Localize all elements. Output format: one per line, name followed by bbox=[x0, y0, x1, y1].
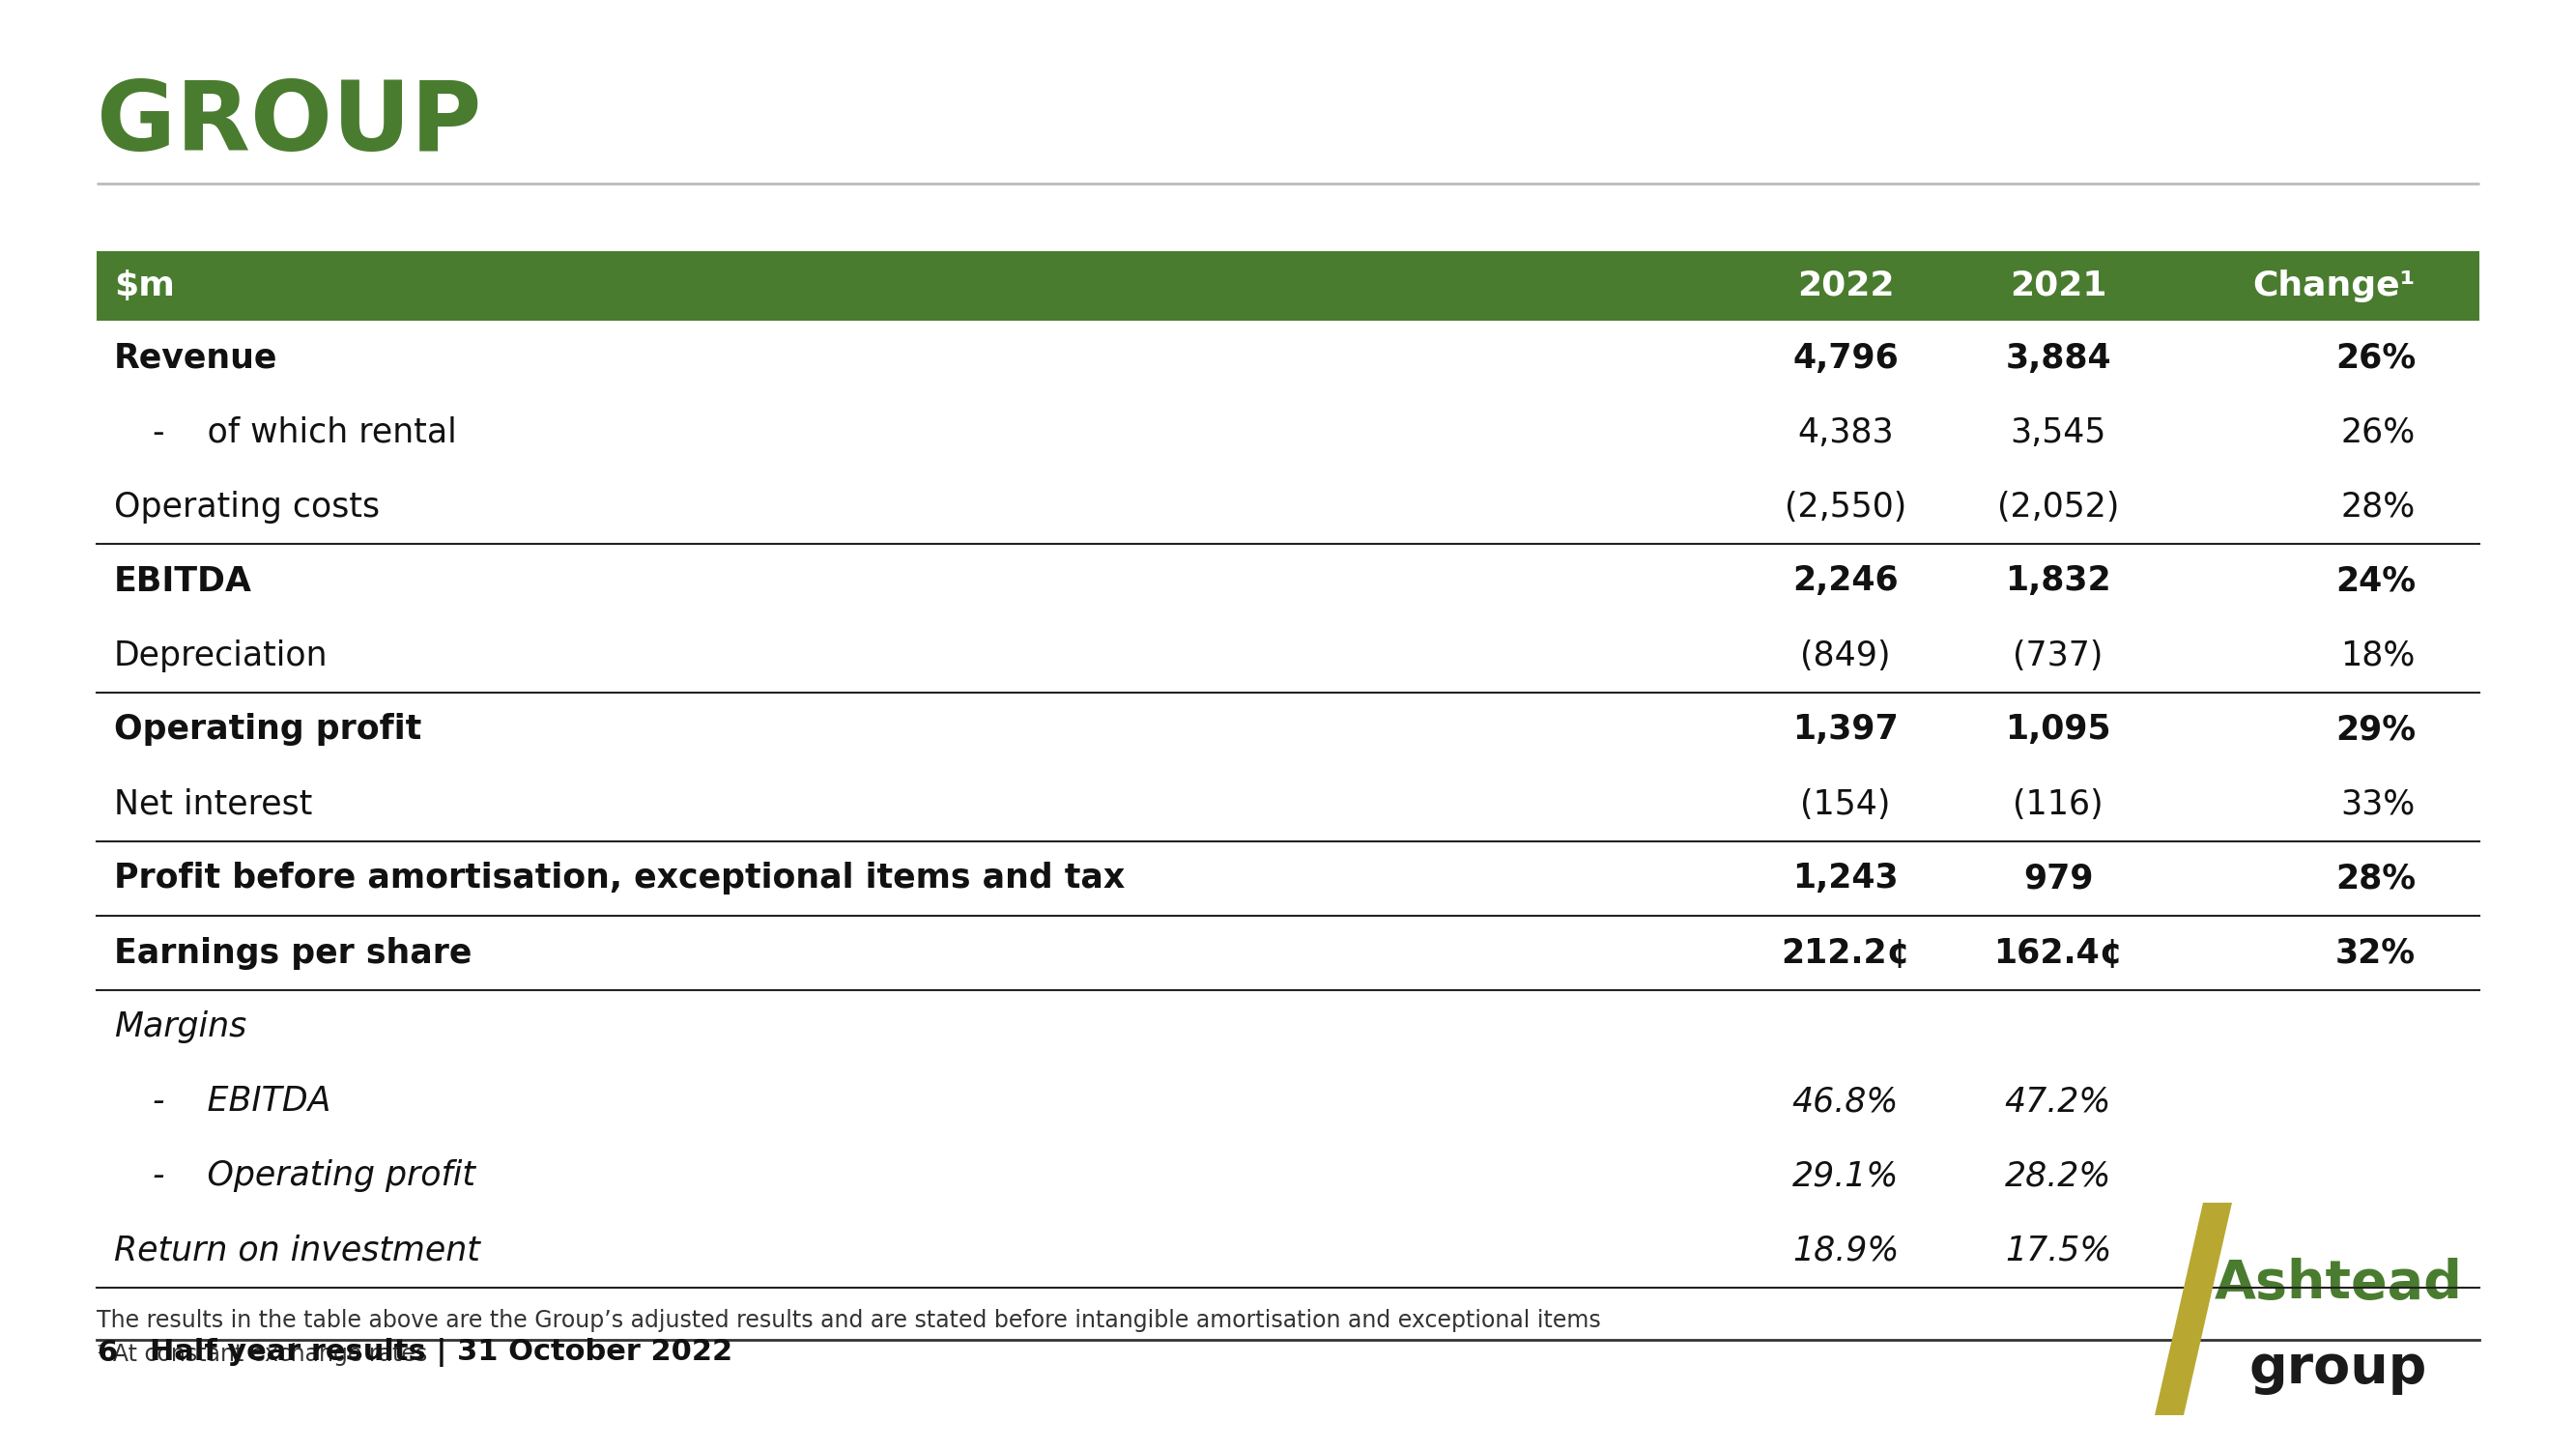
Polygon shape bbox=[2154, 1203, 2231, 1416]
Text: 26%: 26% bbox=[2342, 416, 2416, 449]
Text: 2022: 2022 bbox=[1798, 270, 1893, 303]
Text: 3,884: 3,884 bbox=[2004, 342, 2112, 374]
FancyBboxPatch shape bbox=[98, 469, 2478, 543]
FancyBboxPatch shape bbox=[98, 842, 2478, 916]
Text: 212.2¢: 212.2¢ bbox=[1780, 936, 1911, 969]
Text: -    Operating profit: - Operating profit bbox=[152, 1159, 477, 1193]
Text: 33%: 33% bbox=[2342, 788, 2416, 820]
Text: 1,243: 1,243 bbox=[1793, 862, 1899, 895]
Text: 6: 6 bbox=[98, 1339, 116, 1366]
Text: 32%: 32% bbox=[2336, 936, 2416, 969]
Text: 28%: 28% bbox=[2336, 862, 2416, 895]
Text: Return on investment: Return on investment bbox=[113, 1235, 479, 1266]
Text: 18.9%: 18.9% bbox=[1793, 1235, 1899, 1266]
FancyBboxPatch shape bbox=[98, 1213, 2478, 1288]
Text: 28.2%: 28.2% bbox=[2004, 1159, 2112, 1193]
Text: Revenue: Revenue bbox=[113, 342, 278, 374]
FancyBboxPatch shape bbox=[98, 693, 2478, 767]
Text: 4,383: 4,383 bbox=[1798, 416, 1893, 449]
Text: 47.2%: 47.2% bbox=[2004, 1085, 2112, 1119]
Text: Net interest: Net interest bbox=[113, 788, 312, 820]
Text: Margins: Margins bbox=[113, 1011, 247, 1043]
Text: 1,397: 1,397 bbox=[1793, 713, 1899, 746]
Text: group: group bbox=[2249, 1342, 2427, 1394]
Text: 29.1%: 29.1% bbox=[1793, 1159, 1899, 1193]
FancyBboxPatch shape bbox=[98, 990, 2478, 1065]
Text: ¹ At constant exchange rates: ¹ At constant exchange rates bbox=[98, 1343, 428, 1366]
FancyBboxPatch shape bbox=[98, 543, 2478, 619]
Text: GROUP: GROUP bbox=[98, 77, 482, 171]
Text: Profit before amortisation, exceptional items and tax: Profit before amortisation, exceptional … bbox=[113, 862, 1126, 895]
Text: 2021: 2021 bbox=[2009, 270, 2107, 303]
FancyBboxPatch shape bbox=[98, 251, 2478, 320]
Text: Depreciation: Depreciation bbox=[113, 639, 327, 672]
Text: (2,052): (2,052) bbox=[1996, 490, 2120, 523]
Text: 46.8%: 46.8% bbox=[1793, 1085, 1899, 1119]
Text: 26%: 26% bbox=[2336, 342, 2416, 374]
Text: 28%: 28% bbox=[2342, 490, 2416, 523]
Text: Half year results | 31 October 2022: Half year results | 31 October 2022 bbox=[149, 1337, 732, 1366]
FancyBboxPatch shape bbox=[98, 916, 2478, 990]
Text: 3,545: 3,545 bbox=[2009, 416, 2107, 449]
Text: EBITDA: EBITDA bbox=[113, 565, 252, 597]
Text: 4,796: 4,796 bbox=[1793, 342, 1899, 374]
FancyBboxPatch shape bbox=[98, 767, 2478, 842]
Text: 17.5%: 17.5% bbox=[2004, 1235, 2112, 1266]
Text: 1,095: 1,095 bbox=[2004, 713, 2110, 746]
Text: (849): (849) bbox=[1801, 639, 1891, 672]
Text: 24%: 24% bbox=[2336, 565, 2416, 597]
Text: 2,246: 2,246 bbox=[1793, 565, 1899, 597]
Text: (2,550): (2,550) bbox=[1785, 490, 1906, 523]
FancyBboxPatch shape bbox=[98, 619, 2478, 693]
FancyBboxPatch shape bbox=[98, 396, 2478, 469]
Text: Operating profit: Operating profit bbox=[113, 713, 422, 746]
Text: 18%: 18% bbox=[2342, 639, 2416, 672]
Text: 29%: 29% bbox=[2336, 713, 2416, 746]
Text: Change¹: Change¹ bbox=[2254, 270, 2416, 303]
Text: The results in the table above are the Group’s adjusted results and are stated b: The results in the table above are the G… bbox=[98, 1308, 1600, 1332]
Text: 162.4¢: 162.4¢ bbox=[1994, 936, 2123, 969]
Text: Earnings per share: Earnings per share bbox=[113, 936, 471, 969]
Text: $m: $m bbox=[113, 270, 175, 303]
FancyBboxPatch shape bbox=[98, 320, 2478, 396]
FancyBboxPatch shape bbox=[98, 1139, 2478, 1213]
Text: 1,832: 1,832 bbox=[2004, 565, 2112, 597]
Text: -    of which rental: - of which rental bbox=[152, 416, 456, 449]
Text: 979: 979 bbox=[2022, 862, 2094, 895]
Text: (737): (737) bbox=[2012, 639, 2102, 672]
Text: -    EBITDA: - EBITDA bbox=[152, 1085, 330, 1119]
Text: Ashtead: Ashtead bbox=[2215, 1258, 2463, 1310]
Text: (116): (116) bbox=[2012, 788, 2105, 820]
FancyBboxPatch shape bbox=[98, 1065, 2478, 1139]
Text: Operating costs: Operating costs bbox=[113, 490, 379, 523]
Text: (154): (154) bbox=[1801, 788, 1891, 820]
